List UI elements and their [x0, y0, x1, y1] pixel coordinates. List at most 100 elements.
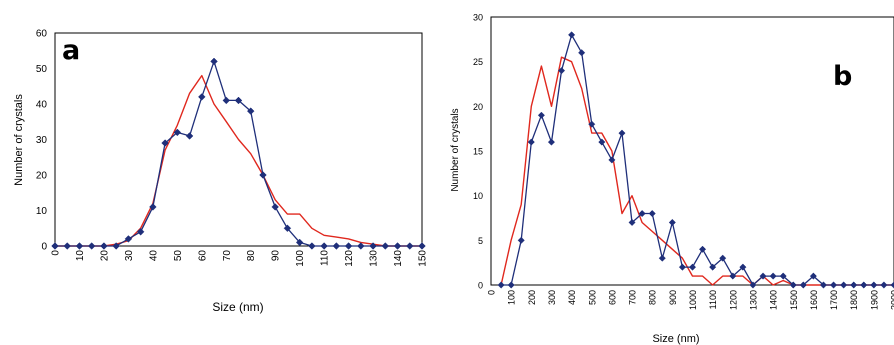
data-point-b	[658, 254, 666, 262]
data-point-b	[769, 272, 777, 280]
x-tick-label-b: 1400	[769, 290, 779, 310]
x-axis-title-a: Size (nm)	[212, 300, 263, 314]
x-tick-label-b: 1200	[728, 290, 738, 310]
data-point-b	[890, 281, 894, 289]
data-point-a	[75, 242, 84, 250]
data-point-a	[100, 242, 108, 250]
x-tick-label-b: 500	[587, 290, 597, 305]
y-tick-label-b: 25	[473, 57, 483, 67]
y-axis-title-b: Number of crystals	[450, 108, 461, 191]
data-point-a	[198, 93, 206, 101]
data-point-b	[568, 31, 576, 39]
data-point-b	[699, 245, 707, 253]
x-tick-label-b: 1500	[789, 290, 799, 310]
data-point-b	[608, 156, 616, 164]
tick-labels-a: 0 10 20 30 40 50 60 0 10 20 30 40 50 60 70 80 90 100 110 12…	[36, 29, 429, 267]
data-point-b	[497, 281, 505, 289]
data-point-a	[308, 242, 316, 250]
y-tick-label-b: 5	[478, 236, 483, 246]
series-group-b	[497, 31, 894, 289]
data-point-a	[393, 242, 402, 250]
y-tick-label-a: 50	[36, 64, 48, 75]
data-point-a	[149, 203, 157, 211]
y-tick-label-b: 20	[473, 102, 483, 112]
data-point-a	[406, 242, 414, 250]
data-point-b	[648, 209, 656, 218]
data-point-b	[618, 129, 626, 137]
data-point-b	[598, 138, 606, 146]
y-tick-label-b: 0	[478, 281, 483, 291]
x-tick-label-a: 20	[99, 250, 110, 262]
data-point-a	[320, 242, 328, 250]
data-point-a	[381, 242, 390, 250]
x-tick-label-b: 600	[607, 290, 617, 305]
data-point-a	[136, 228, 145, 236]
x-tick-label-a: 90	[271, 250, 282, 262]
data-point-b	[547, 138, 556, 146]
data-point-b	[789, 281, 797, 289]
x-tick-label-b: 300	[547, 290, 557, 305]
data-point-a	[51, 242, 59, 250]
data-point-b	[588, 120, 596, 128]
data-point-a	[357, 242, 365, 250]
data-point-a	[222, 96, 231, 105]
x-axis-title-b: Size (nm)	[652, 333, 699, 345]
data-point-a	[271, 203, 279, 211]
x-tick-label-b: 0	[487, 290, 497, 295]
data-point-b	[819, 281, 828, 289]
x-tick-label-b: 1000	[688, 290, 698, 310]
y-tick-label-b: 15	[473, 147, 483, 157]
data-point-a	[161, 139, 169, 147]
fit-line-a	[55, 74, 422, 247]
data-point-b	[870, 281, 878, 289]
y-tick-label-a: 10	[36, 206, 48, 217]
x-tick-label-a: 70	[222, 250, 233, 262]
plot-area-b	[490, 16, 894, 286]
data-point-b	[628, 218, 636, 227]
x-tick-label-a: 0	[51, 250, 62, 256]
y-axis-title-a: Number of crystals	[13, 94, 25, 186]
y-tick-label-a: 20	[36, 171, 48, 182]
data-point-b	[507, 281, 515, 289]
data-point-b	[638, 209, 646, 218]
data-point-a	[295, 238, 304, 247]
data-point-a	[112, 242, 120, 250]
data-point-b	[709, 263, 717, 271]
x-tick-label-b: 700	[628, 290, 638, 305]
x-tick-label-a: 60	[197, 250, 208, 262]
y-tick-label-a: 40	[36, 100, 48, 111]
x-tick-label-a: 130	[369, 250, 380, 267]
data-point-b	[668, 218, 676, 227]
x-tick-label-a: 120	[344, 250, 355, 267]
data-point-a	[418, 242, 426, 250]
data-point-b	[688, 263, 697, 271]
data-point-a	[332, 242, 341, 250]
series-group-a	[51, 57, 426, 250]
x-tick-label-b: 2000	[890, 290, 894, 310]
x-tick-label-a: 140	[393, 250, 404, 267]
data-point-b	[840, 281, 848, 289]
y-tick-label-a: 60	[36, 29, 48, 40]
data-point-a	[234, 96, 243, 105]
data-point-b	[517, 236, 525, 244]
y-tick-label-b: 10	[473, 191, 483, 201]
data-point-b	[719, 254, 727, 262]
x-tick-label-b: 1700	[829, 290, 839, 310]
x-tick-label-b: 900	[668, 290, 678, 305]
data-point-b	[860, 281, 868, 289]
x-tick-label-a: 100	[295, 250, 306, 267]
data-point-b	[779, 272, 787, 280]
data-point-a	[173, 128, 182, 137]
data-line-b	[501, 34, 894, 286]
data-point-b	[799, 281, 807, 289]
data-point-b	[578, 49, 586, 57]
x-tick-label-b: 400	[567, 290, 577, 305]
x-tick-label-a: 50	[173, 250, 184, 262]
x-tick-label-b: 1300	[748, 290, 758, 310]
data-point-b	[749, 281, 757, 289]
x-tick-label-b: 1100	[708, 290, 718, 309]
data-point-a	[344, 242, 353, 250]
x-tick-label-a: 110	[320, 250, 331, 266]
data-point-a	[259, 171, 267, 179]
